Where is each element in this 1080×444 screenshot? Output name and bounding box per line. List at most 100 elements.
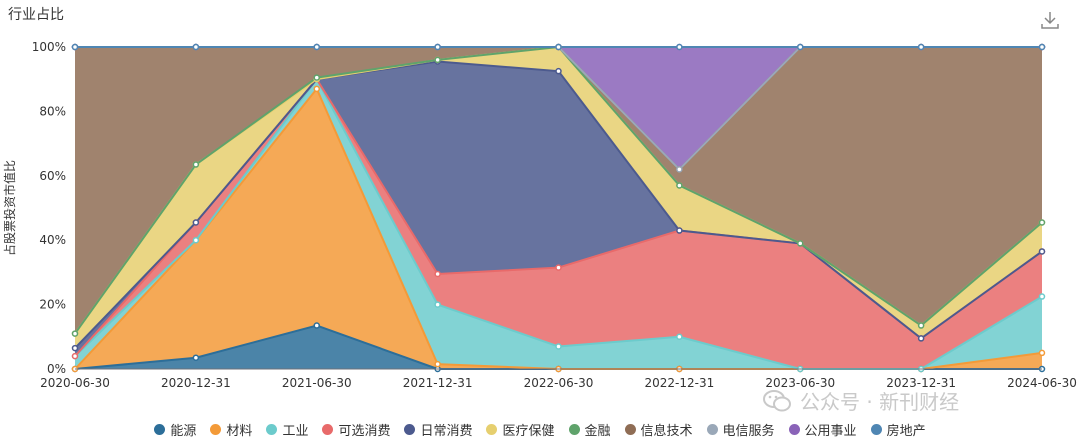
data-point — [434, 360, 441, 368]
data-point — [917, 322, 925, 329]
legend-marker — [210, 424, 222, 435]
data-point — [434, 301, 441, 308]
data-point — [555, 343, 562, 350]
legend-label: 可选消费 — [338, 424, 391, 439]
legend-label: 日常消费 — [420, 424, 473, 439]
legend-item[interactable]: 能源 — [154, 420, 196, 439]
x-tick-label: 2020-06-30 — [40, 376, 110, 390]
legend-item[interactable]: 公用事业 — [788, 420, 857, 439]
legend-marker — [266, 424, 278, 435]
x-tick-label: 2022-06-30 — [524, 376, 594, 390]
x-tick-label: 2021-06-30 — [282, 376, 352, 390]
x-tick-label: 2024-06-30 — [1007, 376, 1077, 390]
y-tick-label: 60% — [39, 169, 66, 183]
data-point — [313, 74, 320, 81]
y-axis-label: 占股票投资市值比 — [2, 160, 17, 256]
x-tick-label: 2023-06-30 — [765, 376, 835, 390]
legend-marker — [486, 424, 498, 435]
watermark: 公众号 · 新刊财经 — [762, 386, 959, 415]
data-point — [192, 219, 200, 226]
data-point — [434, 43, 441, 51]
data-point — [1038, 248, 1046, 255]
legend-marker — [624, 424, 636, 435]
legend-item[interactable]: 电信服务 — [706, 420, 775, 439]
legend-item[interactable]: 材料 — [210, 420, 252, 439]
legend-item[interactable]: 日常消费 — [404, 420, 472, 439]
data-point — [917, 335, 925, 342]
legend-item[interactable]: 可选消费 — [322, 420, 390, 439]
data-point — [676, 333, 683, 341]
data-point — [313, 322, 320, 329]
data-point — [313, 43, 320, 51]
data-point — [1038, 43, 1046, 51]
data-point — [676, 227, 683, 234]
x-tick-label: 2021-12-31 — [403, 376, 473, 390]
legend-label: 医疗保健 — [502, 424, 555, 439]
data-point — [1038, 219, 1046, 226]
download-icon — [1041, 12, 1059, 29]
legend-item[interactable]: 医疗保健 — [486, 420, 555, 439]
legend-label: 能源 — [170, 424, 197, 439]
download-button[interactable] — [1040, 10, 1060, 34]
legend-label: 房地产 — [886, 424, 926, 439]
data-point — [676, 166, 683, 173]
data-point — [434, 270, 441, 278]
data-point — [917, 43, 925, 51]
data-point — [313, 85, 320, 93]
area-series-4 — [75, 61, 1042, 357]
legend-marker — [788, 424, 800, 435]
data-point — [192, 43, 200, 51]
data-point — [192, 236, 200, 244]
y-tick-label: 0% — [47, 362, 66, 376]
chart-title: 行业占比 — [8, 7, 64, 23]
data-point — [797, 240, 804, 247]
data-point — [555, 264, 562, 271]
data-point — [1038, 349, 1046, 357]
data-point — [71, 352, 79, 360]
area-series-7 — [75, 47, 1042, 334]
y-tick-label: 20% — [39, 298, 66, 312]
data-point — [1038, 293, 1046, 300]
data-point — [555, 67, 562, 75]
legend-label: 信息技术 — [640, 424, 693, 439]
data-point — [192, 354, 200, 361]
data-point — [71, 344, 79, 352]
legend-marker — [706, 424, 718, 435]
stacked-area-chart: 占股票投资市值比 0% 20% 40% 60% 80% 100% 2020-06-30 2020… — [2, 40, 1077, 390]
legend-marker — [154, 424, 166, 435]
y-tick-label: 100% — [32, 40, 66, 54]
watermark-text: 公众号 · 新刊财经 — [800, 390, 960, 414]
area-series-3 — [75, 79, 1042, 369]
chart-legend: 能源 材料 工业 可选消费 日常消费 医疗保健 金融 信息技术 电信服务 公用事业 房地产 — [0, 420, 1080, 439]
area-series-5 — [75, 47, 1042, 349]
legend-label: 材料 — [226, 424, 253, 439]
legend-marker — [404, 424, 416, 435]
legend-marker — [568, 424, 580, 435]
x-tick-label: 2020-12-31 — [161, 376, 231, 390]
legend-label: 金融 — [584, 424, 611, 439]
legend-label: 电信服务 — [722, 424, 775, 439]
area-series-1 — [75, 88, 1042, 370]
data-point — [676, 182, 683, 189]
legend-label: 工业 — [282, 424, 309, 439]
data-point — [71, 43, 79, 51]
legend-item[interactable]: 房地产 — [870, 420, 926, 439]
data-point — [434, 56, 441, 64]
legend-marker — [870, 424, 882, 435]
area-series-0 — [75, 325, 1042, 369]
legend-item[interactable]: 工业 — [266, 420, 308, 439]
wechat-icon — [763, 389, 791, 411]
x-tick-label: 2023-12-31 — [886, 376, 956, 390]
legend-marker — [322, 424, 334, 435]
data-point — [676, 43, 683, 51]
legend-label: 公用事业 — [804, 424, 857, 439]
y-tick-label: 80% — [39, 104, 66, 118]
data-point — [192, 161, 200, 168]
data-point — [797, 43, 804, 51]
legend-item[interactable]: 信息技术 — [624, 420, 693, 439]
data-point — [71, 330, 79, 337]
y-tick-label: 40% — [39, 233, 66, 247]
data-point — [555, 43, 562, 51]
legend-item[interactable]: 金融 — [568, 420, 611, 439]
x-tick-label: 2022-12-31 — [645, 376, 715, 390]
